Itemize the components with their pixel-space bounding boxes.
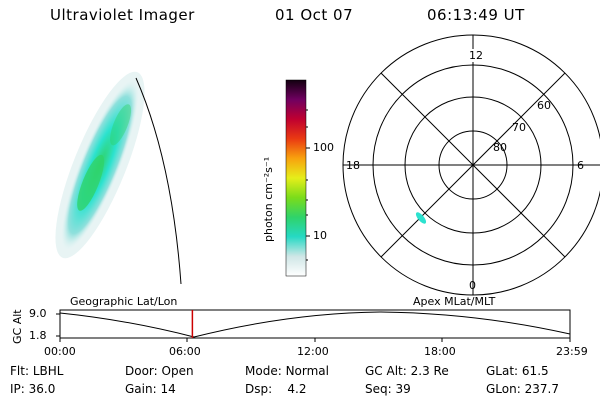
time-label: 06:13:49 UT xyxy=(427,6,525,24)
timeline-xtick-0000: 00:00 xyxy=(44,345,76,358)
timeline-plot xyxy=(56,309,571,342)
info-seq-value: 39 xyxy=(395,382,411,396)
timeline-xtick-0600: 06:00 xyxy=(169,345,201,358)
timeline-left-caption: Geographic Lat/Lon xyxy=(70,295,178,308)
info-glat-label: GLat: xyxy=(486,364,519,378)
info-flt: Flt: LBHL xyxy=(10,364,63,378)
info-glat: GLat: 61.5 xyxy=(486,364,549,378)
info-dsp-label: Dsp: xyxy=(245,382,273,396)
info-door: Door: Open xyxy=(125,364,194,378)
colorbar-unit-label: photon cm⁻²s⁻¹ xyxy=(262,156,275,242)
info-door-label: Door: xyxy=(125,364,158,378)
lat-label-80: 80 xyxy=(493,141,507,154)
info-ip: IP: 36.0 xyxy=(10,382,55,396)
colorbar xyxy=(285,79,310,277)
info-mode-label: Mode: xyxy=(245,364,282,378)
date-label: 01 Oct 07 xyxy=(275,6,354,24)
info-glon-label: GLon: xyxy=(486,382,521,396)
timeline-ytick-top: 9.0 xyxy=(29,307,47,320)
timeline-ytick-bottom: 1.8 xyxy=(29,329,47,342)
info-glon-value: 237.7 xyxy=(524,382,559,396)
info-dsp: Dsp: 4.2 xyxy=(245,382,307,396)
aurora-core xyxy=(77,154,105,211)
info-dsp-value: 4.2 xyxy=(287,382,307,396)
info-mode: Mode: Normal xyxy=(245,364,329,378)
info-gain: Gain: 14 xyxy=(125,382,176,396)
mlt-label-6: 6 xyxy=(577,159,584,172)
info-ip-label: IP: xyxy=(10,382,25,396)
timeline-right-caption: Apex MLat/MLT xyxy=(413,295,496,308)
info-seq-label: Seq: xyxy=(365,382,392,396)
mlt-label-18: 18 xyxy=(346,159,360,172)
info-gain-label: Gain: xyxy=(125,382,157,396)
lat-label-60: 60 xyxy=(537,99,551,112)
info-glon: GLon: 237.7 xyxy=(486,382,559,396)
info-flt-label: Flt: xyxy=(10,364,29,378)
timeline-xtick-2359: 23:59 xyxy=(556,345,588,358)
mlt-label-0: 0 xyxy=(469,279,476,292)
info-mode-value: Normal xyxy=(285,364,329,378)
mlt-label-12: 12 xyxy=(469,49,483,62)
polar-plot xyxy=(342,34,600,296)
info-seq: Seq: 39 xyxy=(365,382,411,396)
altitude-curve xyxy=(59,311,571,338)
geographic-image xyxy=(55,71,182,285)
app-title: Ultraviolet Imager xyxy=(50,6,195,24)
colorbar-tick-100: 100 xyxy=(313,141,334,154)
lat-label-70: 70 xyxy=(512,121,526,134)
timeline-xtick-1200: 12:00 xyxy=(297,345,329,358)
colorbar-tick-10: 10 xyxy=(313,229,327,242)
info-flt-value: LBHL xyxy=(32,364,64,378)
info-gcalt-value: 2.3 Re xyxy=(410,364,449,378)
timeline-xtick-1800: 18:00 xyxy=(424,345,456,358)
timeline-ylabel: GC Alt xyxy=(11,309,24,344)
polar-aurora-spot xyxy=(415,212,427,224)
info-glat-value: 61.5 xyxy=(521,364,549,378)
info-ip-value: 36.0 xyxy=(28,382,56,396)
limb-arc xyxy=(135,77,182,285)
colorbar-scale xyxy=(285,79,307,277)
info-gain-value: 14 xyxy=(160,382,176,396)
info-door-value: Open xyxy=(161,364,194,378)
info-gcalt: GC Alt: 2.3 Re xyxy=(365,364,449,378)
info-gcalt-label: GC Alt: xyxy=(365,364,407,378)
